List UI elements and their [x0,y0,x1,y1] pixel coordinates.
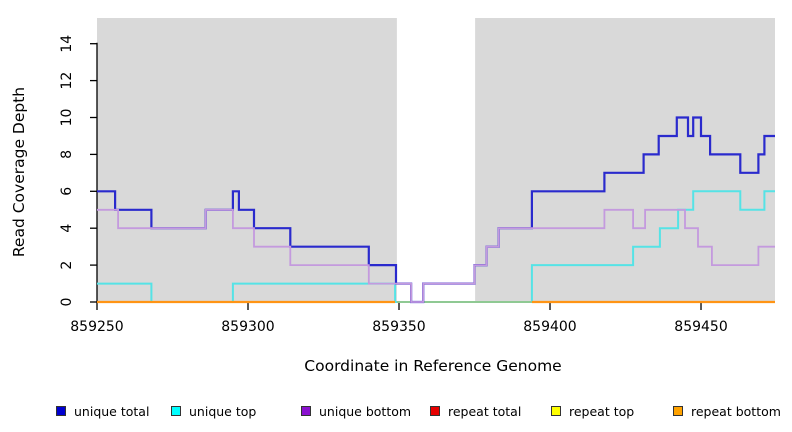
x-tick-label: 859400 [523,319,576,335]
x-tick-label: 859450 [674,319,727,335]
legend-item-unique-top: unique top [171,401,256,421]
x-tick-label: 859300 [221,319,274,335]
y-tick-label: 4 [59,224,75,233]
legend-label: repeat bottom [691,403,781,419]
legend-label: repeat top [569,403,635,419]
x-tick-label: 859250 [70,319,123,335]
legend-item-unique-total: unique total [56,401,149,421]
legend-label: unique bottom [319,403,412,419]
gap-region [396,18,476,303]
legend-item-repeat-total: repeat total [430,401,521,421]
y-tick-label: 12 [59,72,75,90]
y-tick-label: 14 [59,35,75,53]
x-tick-label: 859350 [372,319,425,335]
legend-item-repeat-top: repeat top [551,401,634,421]
y-tick-label: 8 [59,150,75,159]
legend-label: repeat total [448,403,522,419]
legend-item-unique-bottom: unique bottom [301,401,411,421]
y-tick-label: 6 [59,187,75,196]
y-axis-label: Read Coverage Depth [10,87,28,257]
legend-item-repeat-bottom: repeat bottom [673,401,781,421]
y-tick-label: 10 [59,109,75,127]
legend-swatch [430,406,440,416]
y-tick-label: 0 [59,298,75,307]
x-axis-label: Coordinate in Reference Genome [304,357,561,375]
series-unique-top-line [97,190,775,303]
legend-swatch [301,406,311,416]
legend-swatch [56,406,66,416]
series-unique-bottom-line [97,208,775,303]
y-tick-label: 2 [59,261,75,270]
legend-swatch [673,406,683,416]
legend-label: unique top [189,403,257,419]
legend-swatch [171,406,181,416]
legend-swatch [551,406,561,416]
plot-svg: 0 2 4 6 8 10 12 14 859250 859300 859350 859400 85945… [10,18,775,375]
legend: unique total unique top unique bottom repea… [0,401,792,423]
legend-label: unique total [74,403,150,419]
